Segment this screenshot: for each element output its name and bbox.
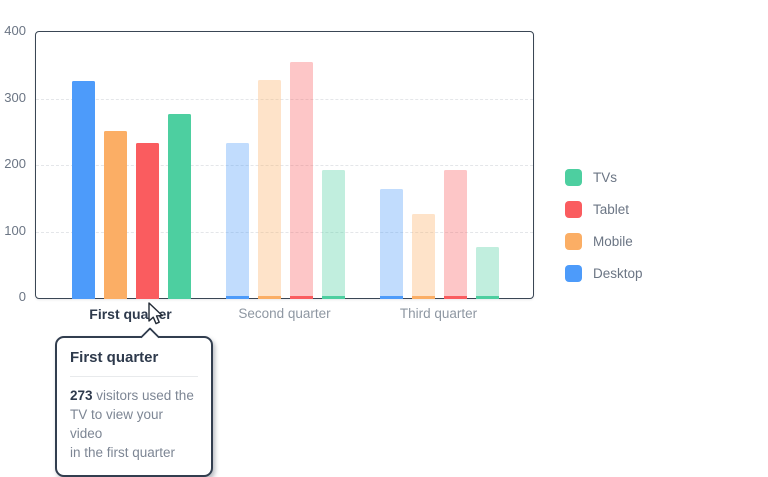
y-tick-300: 300 [4, 89, 26, 105]
tooltip-arrow-icon [140, 327, 160, 347]
legend-item-tvs[interactable]: TVs [565, 169, 643, 186]
legend: TVs Tablet Mobile Desktop [565, 169, 643, 282]
legend-swatch-icon [565, 265, 582, 282]
legend-label: Mobile [593, 234, 633, 249]
bar-tablet-q2[interactable] [290, 61, 313, 299]
y-tick-400: 400 [4, 23, 26, 38]
legend-label: TVs [593, 170, 618, 185]
plot-area [35, 31, 534, 299]
bar-tvs-q1[interactable] [168, 114, 191, 299]
bar-tvs-q3[interactable] [476, 246, 499, 299]
bar-mobile-q1[interactable] [104, 131, 127, 299]
gridline-300 [36, 98, 533, 100]
bar-mobile-q2[interactable] [258, 79, 281, 299]
bar-tablet-q3[interactable] [444, 169, 467, 299]
bar-desktop-q2[interactable] [226, 143, 249, 299]
legend-swatch-icon [565, 201, 582, 218]
bar-tvs-q2[interactable] [322, 169, 345, 299]
y-tick-0: 0 [18, 289, 26, 304]
tooltip-value: 273 [70, 388, 93, 403]
bar-desktop-q3[interactable] [380, 188, 403, 299]
tooltip: First quarter 273 visitors used the TV t… [55, 327, 213, 477]
bar-desktop-q1[interactable] [72, 81, 95, 299]
x-label-first-quarter[interactable]: First quarter [89, 306, 172, 322]
x-label-second-quarter[interactable]: Second quarter [238, 306, 331, 321]
x-label-third-quarter[interactable]: Third quarter [399, 306, 478, 321]
mouse-cursor-icon [148, 302, 163, 325]
tooltip-divider [70, 376, 198, 377]
legend-label: Tablet [593, 202, 630, 217]
legend-label: Desktop [593, 266, 643, 281]
legend-swatch-icon [565, 169, 582, 186]
legend-item-mobile[interactable]: Mobile [565, 233, 643, 250]
gridline-100 [36, 231, 533, 233]
legend-swatch-icon [565, 233, 582, 250]
gridline-200 [36, 165, 533, 166]
y-tick-100: 100 [4, 222, 26, 238]
tooltip-text: visitors used the TV to view your video … [70, 388, 194, 460]
bar-mobile-q3[interactable] [412, 214, 435, 299]
legend-item-desktop[interactable]: Desktop [565, 265, 643, 282]
tooltip-body: 273 visitors used the TV to view your vi… [70, 386, 198, 462]
legend-item-tablet[interactable]: Tablet [565, 201, 643, 218]
bar-tablet-q1[interactable] [136, 143, 159, 299]
y-tick-200: 200 [4, 156, 26, 171]
tooltip-title: First quarter [70, 349, 159, 366]
